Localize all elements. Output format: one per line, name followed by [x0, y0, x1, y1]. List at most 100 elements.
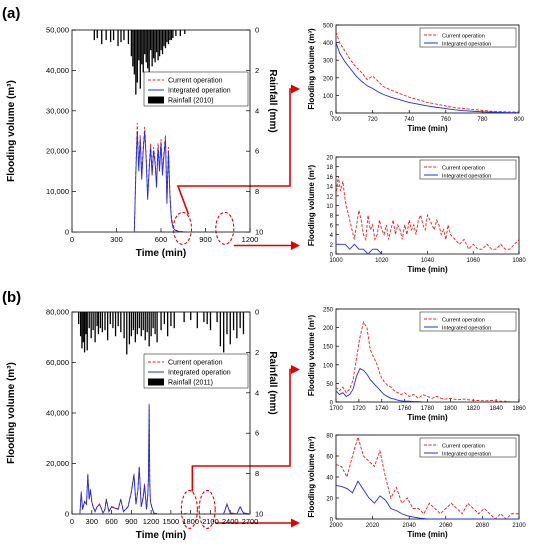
y-tick-label: 10 — [326, 204, 333, 210]
rainfall-bar — [166, 30, 168, 43]
rainfall-bar — [82, 312, 84, 343]
rainfall-bar — [130, 312, 133, 337]
y-tick-label: 0 — [330, 112, 334, 118]
rainfall-bar — [99, 312, 102, 329]
rainfall-bar — [92, 312, 94, 331]
y-tick-label: 150 — [323, 345, 334, 351]
rainfall-bar — [226, 312, 228, 335]
rainfall-bar — [167, 30, 170, 45]
y-tick-label: 200 — [323, 326, 334, 332]
rainfall-bar — [134, 312, 136, 343]
y-axis-label: Flooding volume (m³) — [6, 80, 17, 182]
x-tick-label: 2080 — [476, 523, 490, 529]
y-tick-label: 20 — [326, 156, 333, 162]
x-axis-label: Time (min) — [407, 413, 448, 422]
series-line-current — [336, 320, 510, 402]
plot-frame — [71, 29, 251, 233]
y-tick-label: 30,000 — [46, 106, 69, 115]
x-tick-label: 1080 — [512, 258, 526, 264]
x-tick-label: 1200 — [242, 235, 259, 244]
y-tick-label: 50 — [326, 382, 333, 388]
rainfall-bar — [150, 312, 152, 337]
rainfall-bar — [179, 30, 181, 37]
legend: Current operation Integrated operation Rai… — [143, 71, 249, 107]
series-line-current — [72, 122, 250, 232]
x-tick-label: 1820 — [467, 406, 481, 412]
x-tick-label: 1780 — [421, 406, 435, 412]
rainfall-bar — [145, 30, 147, 63]
legend-entry: Integrated operation — [168, 369, 231, 376]
rainfall-bar — [239, 312, 241, 329]
y-tick-label: 0 — [330, 401, 334, 407]
legend-entry: Integrated operation — [168, 87, 231, 94]
x-tick-label: 2040 — [403, 523, 417, 529]
legend-box — [419, 27, 517, 48]
rainfall-bar — [236, 312, 238, 339]
rainfall-bar — [85, 312, 87, 335]
rainfall-bar — [139, 30, 141, 89]
y-tick-label: 14 — [326, 185, 333, 191]
legend-entry: Current operation — [168, 77, 223, 84]
rainfall-bar — [163, 30, 165, 47]
y-axis-label: Flooding volume (m³) — [6, 362, 17, 464]
y-tick-label: 8 — [330, 214, 334, 220]
x-tick-label: 780 — [477, 117, 488, 123]
y-tick-label: 18 — [326, 165, 333, 171]
rainfall-bar — [146, 312, 148, 333]
legend-entry: Integrated operation — [442, 173, 491, 179]
rainfall-bar — [173, 312, 175, 329]
x-axis-label: Time (min) — [407, 530, 448, 539]
arrow-head — [291, 241, 300, 250]
y-tick-label: 40,000 — [46, 66, 69, 75]
series-line-current — [72, 402, 250, 514]
x-tick-label: 600 — [105, 517, 118, 526]
y-tick-label: 60 — [326, 455, 333, 461]
rainfall-bar — [136, 30, 138, 83]
rainfall-bar — [142, 30, 144, 73]
rainfall-bar — [136, 312, 138, 335]
y-tick-label: 100 — [323, 363, 334, 369]
highlight-ellipse — [215, 211, 235, 245]
rainfall-bar — [128, 312, 131, 345]
x-tick-label: 300 — [110, 235, 123, 244]
x-tick-label: 900 — [199, 235, 212, 244]
rainfall-bar — [90, 312, 92, 339]
x-tick-label: 800 — [514, 117, 525, 123]
x-tick-label: 0 — [70, 517, 74, 526]
connector-arrows — [172, 84, 300, 530]
rainfall-bar — [109, 30, 112, 43]
rainfall-bar — [132, 30, 134, 67]
rainfall-bar — [156, 312, 158, 343]
rainfall-bars — [93, 30, 186, 95]
rainfall-bar — [164, 30, 167, 49]
rainfall-bar — [81, 312, 83, 349]
x-tick-label: 1700 — [329, 406, 343, 412]
y-tick-label: 0 — [65, 510, 69, 519]
rainfall-bar — [77, 312, 80, 325]
chart-a-zoom2: 1000 1020 1040 1060 1080 0 2 4 6 8 10 12 14 16 18 20 Tim… — [307, 156, 526, 275]
highlight-ellipse — [198, 489, 216, 530]
y-tick-label: 10,000 — [46, 187, 69, 196]
y-axis-label: Flooding volume (m³) — [307, 315, 316, 397]
highlight-ellipse — [180, 489, 198, 530]
y-tick-label: 40 — [326, 476, 333, 482]
y-tick-label: 300 — [323, 59, 334, 65]
x-tick-label: 1800 — [444, 406, 458, 412]
chart-b-zoom1: 1700 1720 1740 1760 1780 1800 1820 1840 1860 0 50 1… — [307, 308, 526, 423]
y-tick-label: 400 — [323, 41, 334, 47]
y-axis-label: Flooding volume (m³) — [307, 165, 316, 247]
rainfall-bar — [79, 312, 82, 337]
series-line-current — [336, 31, 519, 113]
x-tick-label: 1760 — [398, 406, 412, 412]
rainfall-bar — [133, 30, 135, 75]
y-tick-label: 250 — [323, 308, 334, 314]
rainfall-bar — [219, 312, 222, 347]
y2-tick-label: 6 — [255, 429, 259, 438]
rainfall-bar — [104, 312, 106, 331]
rainfall-bar — [148, 30, 150, 77]
y-tick-label: 0 — [65, 228, 69, 237]
rainfall-bar — [109, 312, 111, 325]
x-tick-label: 1740 — [375, 406, 389, 412]
rainfall-bar — [86, 312, 88, 351]
